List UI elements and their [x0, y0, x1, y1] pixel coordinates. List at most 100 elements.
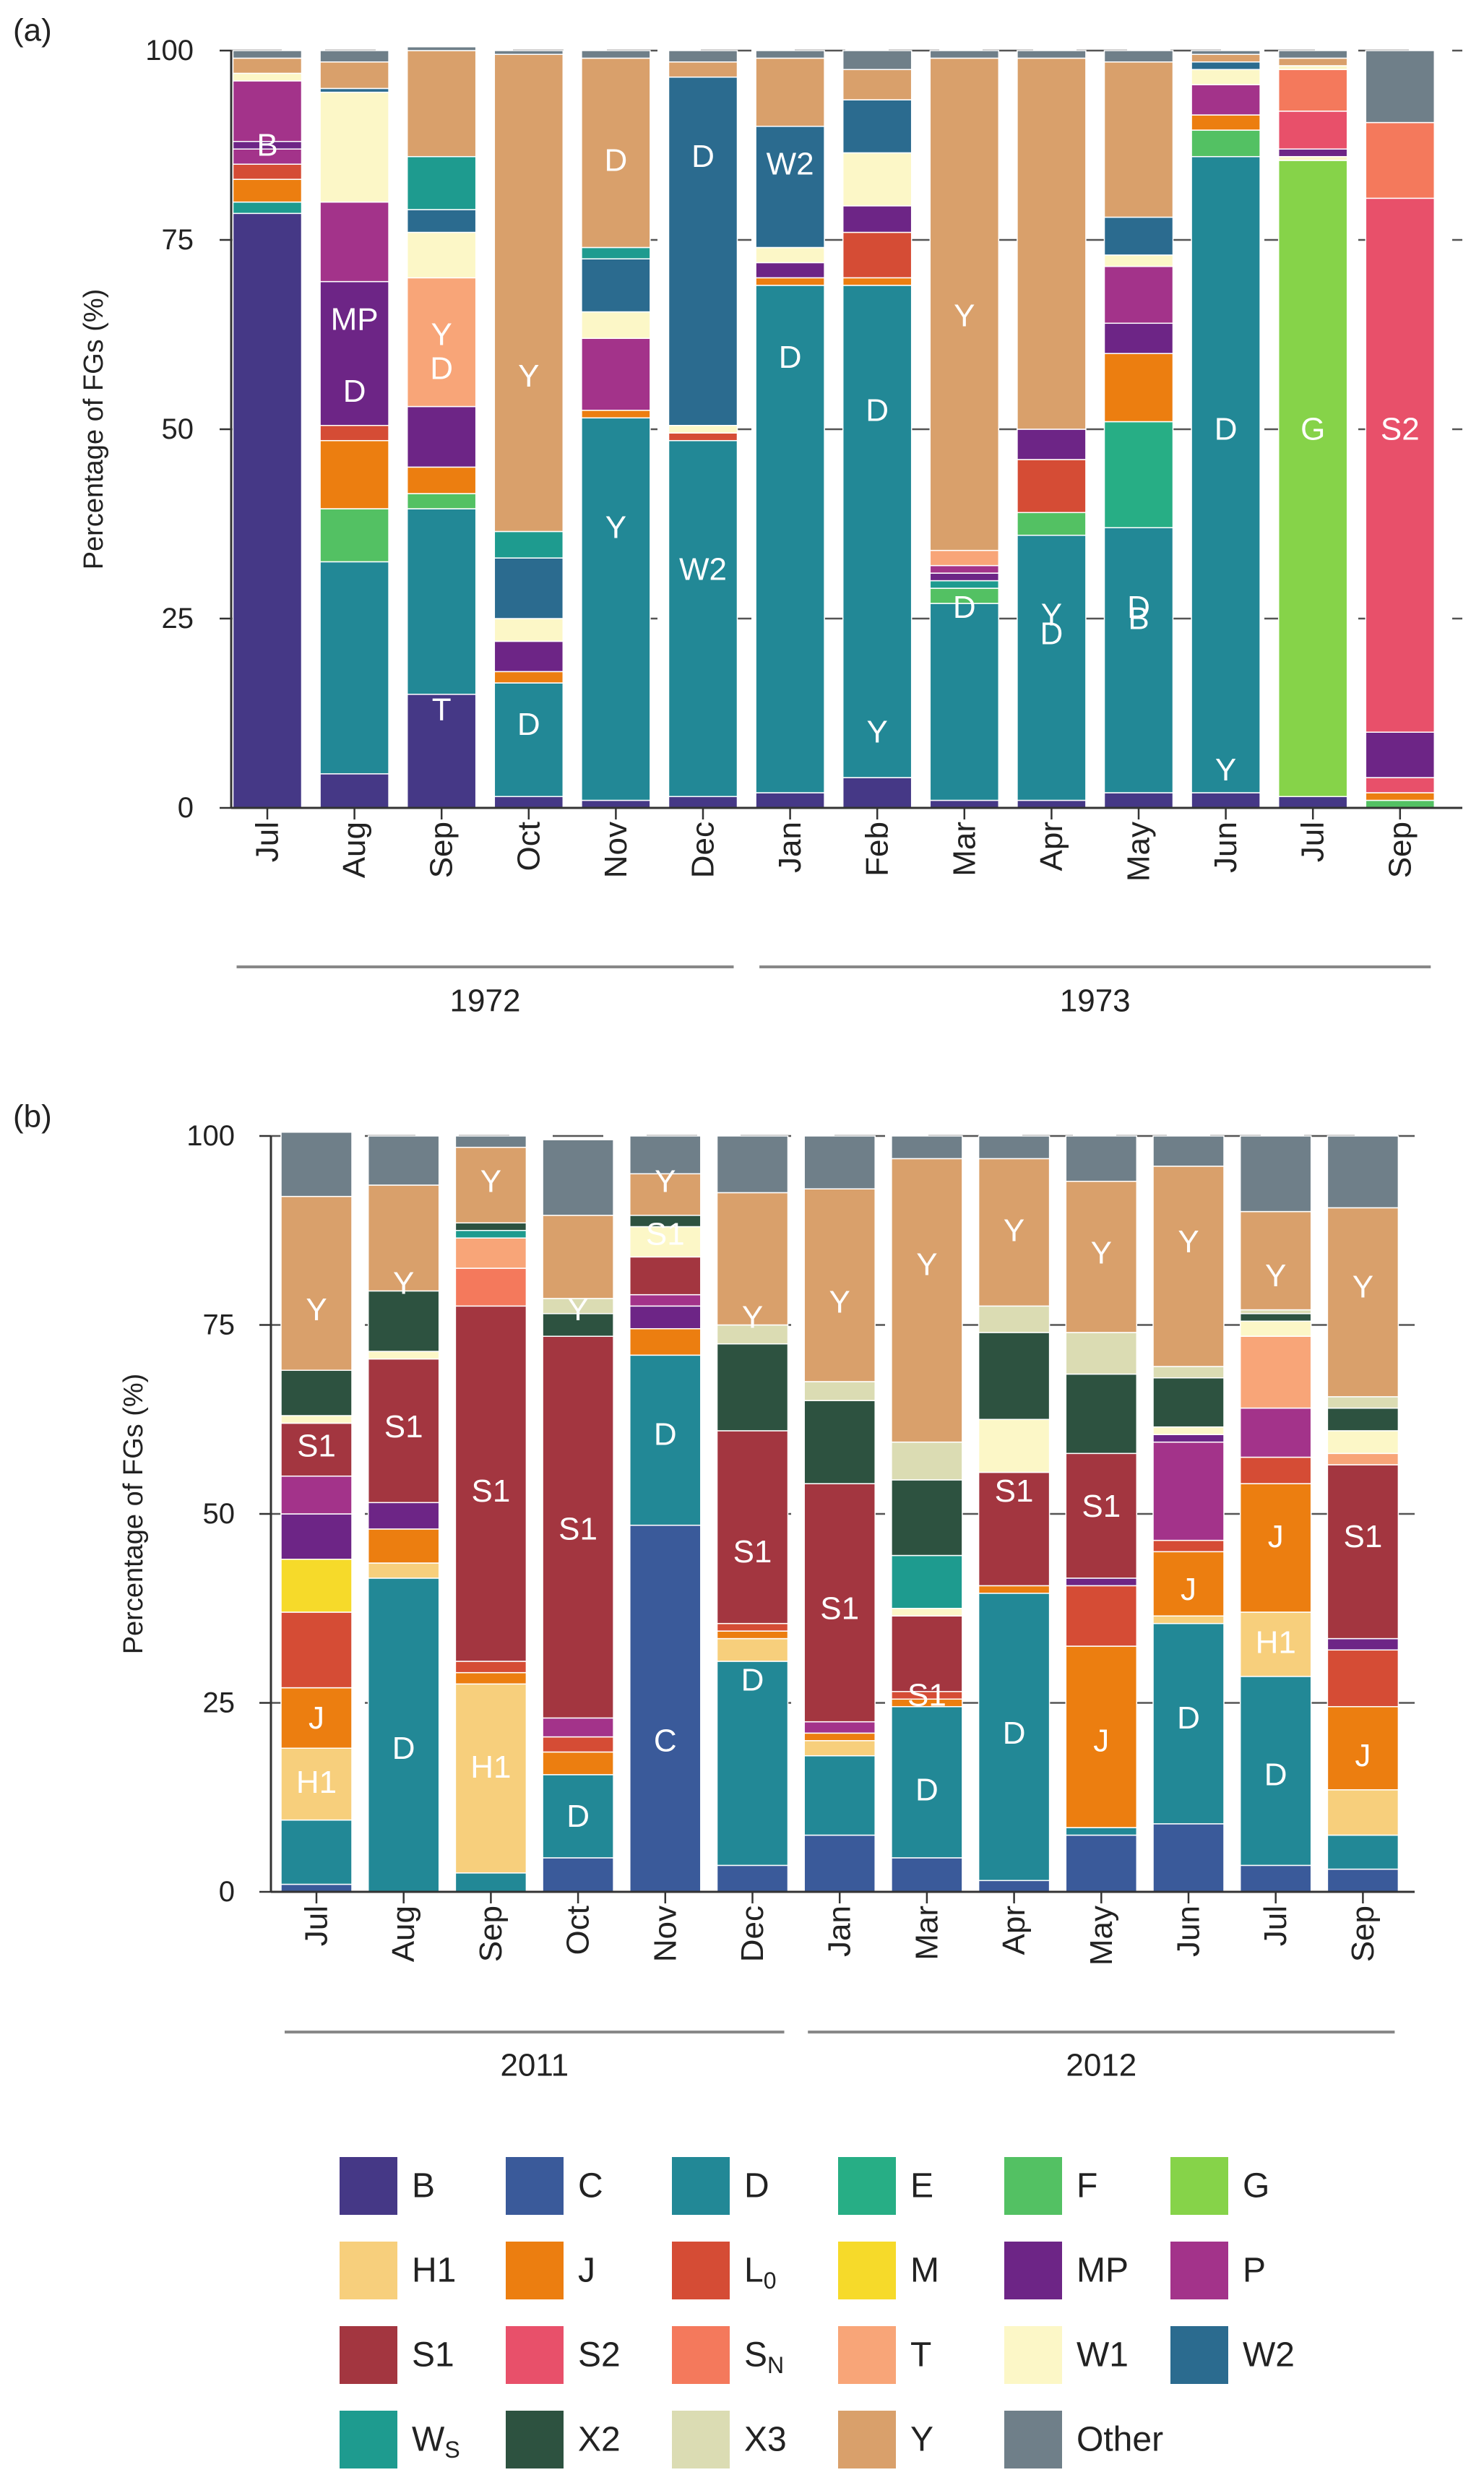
bar-label: D: [1215, 412, 1238, 447]
legend-swatch: [340, 2242, 397, 2299]
legend-label: G: [1243, 2167, 1269, 2205]
legend-swatch: [1170, 2326, 1228, 2384]
bar-segment-S2: [1277, 111, 1348, 150]
bar-segment-MP: [319, 280, 389, 426]
bar-segment-S1: [367, 1358, 440, 1504]
bar-segment-Other: [454, 1135, 527, 1148]
bar-label: Y: [829, 1285, 850, 1320]
bar: G: [1277, 50, 1348, 809]
legend-swatch: [838, 2157, 896, 2215]
bar-segment-Y: [629, 1173, 702, 1216]
bar-label: D: [741, 1663, 764, 1698]
bar-label: B: [256, 128, 277, 163]
bar-segment-P: [542, 1717, 614, 1738]
bar-segment-J: [319, 439, 389, 509]
bar: H1 S1 Y: [454, 1135, 527, 1893]
bar-label: S1: [733, 1534, 772, 1570]
bar-segment-L0: [232, 163, 303, 180]
bar-segment-W2: [1103, 216, 1174, 256]
bar-segment-L0: [454, 1661, 527, 1674]
bar-segment-X3: [716, 1324, 789, 1345]
bar-label: D: [654, 1417, 677, 1452]
bar-label: D: [953, 590, 976, 625]
bar-segment-Y: [668, 61, 738, 78]
bar-segment-D: [1017, 534, 1087, 801]
bar-segment-WS: [454, 1230, 527, 1239]
bar-segment-J: [803, 1732, 876, 1742]
legend-subscript: S: [444, 2437, 460, 2463]
bar-segment-B: [232, 212, 303, 809]
bar-segment-MP: [1152, 1434, 1225, 1443]
bar-segment-X3: [1326, 1396, 1399, 1409]
bar-segment-X2: [978, 1332, 1051, 1420]
bar: S2: [1365, 50, 1436, 809]
bar-segment-S1: [978, 1471, 1051, 1587]
bar-segment-Y: [978, 1158, 1051, 1307]
legend-item-S2: S2: [506, 2326, 621, 2384]
x-tick-label: Jun: [1208, 822, 1243, 873]
bar-segment-C: [891, 1857, 963, 1893]
bar-segment-W1: [668, 425, 738, 434]
bar-segment-Y: [1326, 1207, 1399, 1398]
bar-label: Y: [742, 1300, 763, 1335]
y-tick-label: 75: [162, 224, 194, 256]
legend-swatch: [1004, 2157, 1062, 2215]
bar-segment-P: [629, 1293, 702, 1307]
bar-segment-D: [406, 508, 477, 695]
bar-segment-L0: [1017, 459, 1087, 514]
bar-label: S1: [995, 1473, 1034, 1509]
year-label: 2012: [1066, 2048, 1136, 2083]
x-tick-label: Nov: [598, 822, 634, 878]
bar-label: S1: [384, 1409, 423, 1445]
legend-item-C: C: [506, 2157, 603, 2215]
bar-segment-C: [978, 1880, 1051, 1893]
legend-item-G: G: [1170, 2157, 1269, 2215]
bar-segment-X2: [1239, 1313, 1312, 1322]
legend-label: C: [578, 2167, 603, 2205]
y-tick-label: 75: [203, 1309, 236, 1341]
bar-segment-X3: [1239, 1309, 1312, 1314]
bar-label: W2: [679, 551, 727, 587]
bar-label: Y: [1091, 1236, 1112, 1271]
x-tick-label: Jan: [822, 1906, 858, 1957]
bar-segment-W1: [842, 152, 913, 207]
y-tick-label: 0: [178, 792, 194, 824]
bar-segment-J: [493, 671, 564, 684]
bar-segment-Y: [891, 1158, 963, 1443]
bar-segment-F: [319, 508, 389, 563]
bar-segment-J: [1103, 353, 1174, 423]
bar-segment-Other: [1365, 50, 1436, 124]
bar-segment-J: [406, 466, 477, 494]
bar-label: H1: [470, 1749, 511, 1785]
bar-label: S1: [1343, 1519, 1382, 1554]
bar-segment-X3: [1152, 1366, 1225, 1379]
bar-segment-W1: [493, 618, 564, 642]
bar-label: Y: [306, 1292, 327, 1327]
bar-segment-W1: [367, 1351, 440, 1360]
bar-segment-Y: [1239, 1210, 1312, 1311]
bar-segment-MP: [842, 205, 913, 233]
legend-label: W2: [1243, 2336, 1295, 2375]
bar-segment-P: [232, 80, 303, 142]
legend-label: SN: [744, 2336, 784, 2379]
x-tick-label: Jul: [299, 1906, 335, 1946]
bar-segment-J: [716, 1630, 789, 1640]
x-tick-label: Dec: [686, 822, 721, 878]
bar-segment-WS: [929, 580, 1000, 589]
bar-segment-J: [367, 1528, 440, 1564]
bar-segment-T: [1239, 1335, 1312, 1409]
bar-segment-P: [1191, 84, 1261, 116]
bar-label: Y: [567, 1292, 588, 1327]
legend-label: WS: [412, 2421, 460, 2463]
bar-segment-J: [1065, 1645, 1138, 1828]
bar-segment-Other: [978, 1135, 1051, 1160]
bar-segment-WS: [232, 201, 303, 215]
bar: DY: [842, 50, 913, 809]
bar-label: S2: [1381, 412, 1420, 447]
legend-label: P: [1243, 2252, 1266, 2290]
bar-label: D: [1003, 1716, 1026, 1751]
bar: D S1 Y: [978, 1135, 1051, 1893]
bar-segment-MP: [493, 640, 564, 673]
bar-label: H1: [296, 1765, 337, 1800]
